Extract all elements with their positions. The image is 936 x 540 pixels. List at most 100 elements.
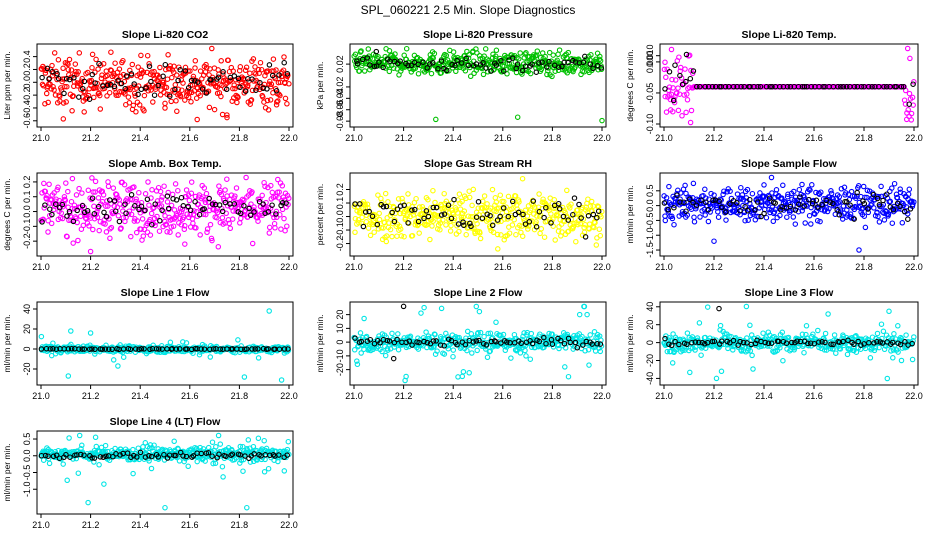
data-point — [227, 78, 233, 84]
data-point — [371, 63, 378, 70]
data-point — [415, 61, 421, 68]
y-tick-label: 0 — [645, 340, 655, 345]
data-point — [910, 81, 916, 87]
data-point — [787, 83, 794, 90]
data-point — [836, 212, 842, 218]
data-point — [890, 347, 897, 353]
data-point — [192, 58, 199, 64]
data-point — [460, 219, 466, 225]
data-point — [128, 233, 134, 240]
data-point — [487, 212, 493, 219]
data-point — [284, 223, 290, 229]
data-point — [438, 58, 445, 64]
data-point — [248, 201, 254, 207]
data-point — [522, 207, 529, 214]
data-point — [173, 197, 180, 203]
data-point — [404, 213, 410, 219]
data-point — [773, 187, 780, 193]
data-point — [105, 183, 112, 190]
series-subset — [38, 345, 291, 353]
data-point — [248, 97, 254, 104]
data-point — [124, 196, 130, 202]
data-point — [476, 308, 483, 315]
data-point — [744, 186, 751, 193]
data-point — [282, 95, 289, 102]
plot-frame — [659, 301, 919, 386]
data-point — [599, 117, 605, 124]
data-point — [209, 201, 216, 207]
data-point — [822, 330, 829, 337]
data-point — [475, 199, 482, 205]
data-point — [247, 212, 254, 219]
data-point — [47, 206, 53, 212]
data-point — [452, 62, 458, 69]
data-point — [688, 107, 695, 114]
data-point — [157, 188, 164, 195]
data-point — [150, 205, 156, 212]
y-tick-label: 0.4 — [22, 50, 32, 63]
data-point — [97, 106, 104, 112]
data-point — [509, 206, 515, 212]
data-point — [218, 191, 225, 198]
data-point — [440, 217, 446, 223]
data-point — [690, 180, 697, 187]
data-point — [782, 200, 789, 206]
data-point — [512, 193, 519, 199]
data-point — [356, 219, 362, 226]
data-point — [461, 208, 468, 214]
data-point — [40, 216, 46, 222]
data-point — [722, 83, 729, 90]
data-point — [196, 211, 203, 218]
data-point — [451, 54, 457, 61]
data-point — [522, 221, 529, 227]
data-point — [718, 338, 725, 344]
x-tick-label: 21.8 — [855, 262, 873, 272]
data-point — [702, 83, 708, 90]
data-point — [584, 311, 590, 318]
data-point — [211, 106, 218, 113]
data-point — [494, 217, 501, 223]
x-tick-label: 21.8 — [231, 391, 249, 401]
data-point — [66, 56, 73, 63]
data-point — [891, 331, 897, 337]
data-point — [830, 200, 836, 207]
data-point — [511, 216, 517, 223]
data-point — [88, 77, 95, 84]
data-point — [693, 202, 700, 209]
data-point — [385, 199, 391, 205]
data-point — [274, 99, 280, 105]
x-tick-label: 22.0 — [280, 133, 298, 143]
data-point — [508, 52, 515, 58]
data-point — [375, 53, 381, 60]
data-point — [400, 303, 407, 310]
data-point — [43, 345, 50, 352]
data-point — [171, 438, 177, 445]
y-tick-label: -0.04 — [335, 88, 345, 109]
data-point — [802, 220, 808, 226]
data-point — [358, 338, 365, 345]
data-point — [177, 67, 183, 73]
data-point — [543, 204, 549, 211]
data-point — [911, 334, 917, 340]
data-point — [880, 197, 886, 204]
data-point — [494, 231, 501, 238]
data-point — [441, 190, 447, 197]
y-tick-label: -0.2 — [22, 233, 32, 249]
data-point — [560, 213, 567, 220]
data-point — [352, 229, 358, 236]
data-point — [155, 82, 161, 89]
x-tick-label: 21.8 — [544, 133, 562, 143]
data-point — [168, 224, 174, 230]
data-point — [493, 319, 499, 326]
data-point — [872, 345, 879, 351]
data-point — [740, 339, 747, 346]
data-point — [238, 202, 245, 208]
x-tick-label: 21.2 — [82, 391, 100, 401]
data-point — [101, 209, 107, 216]
data-point — [590, 65, 596, 72]
data-point — [704, 304, 711, 310]
data-point — [737, 338, 743, 345]
data-point — [711, 238, 717, 244]
